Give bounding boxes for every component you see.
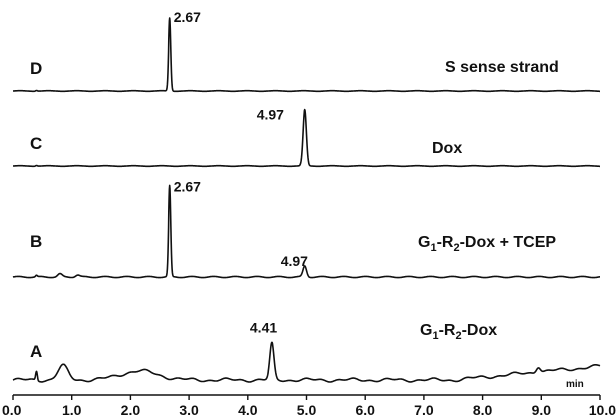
x-tick-label-8: 8.0 xyxy=(473,402,493,418)
peak-label-D-0: 2.67 xyxy=(174,9,201,25)
x-axis-unit-label: min xyxy=(566,379,584,390)
peak-label-A-0: 4.41 xyxy=(250,319,277,335)
trace-D: D S sense strand 2.67 xyxy=(12,9,601,93)
x-axis-ticks: 0.0 1.0 2.0 3.0 4.0 5.0 6.0 7.0 8.0 9.0 10.0 xyxy=(2,395,616,418)
trace-name-B: G1-R2-Dox + TCEP xyxy=(418,234,556,254)
trace-A: A G1-R2-Dox 4.41 xyxy=(12,319,601,383)
trace-letter-D: D xyxy=(30,59,42,78)
trace-line-D xyxy=(12,17,601,93)
x-tick-label-3: 3.0 xyxy=(179,402,199,418)
x-tick-label-6: 6.0 xyxy=(355,402,375,418)
x-tick-label-2: 2.0 xyxy=(121,402,141,418)
trace-line-B xyxy=(12,184,601,279)
trace-letter-C: C xyxy=(30,134,42,153)
x-tick-label-5: 5.0 xyxy=(297,402,317,418)
trace-letter-A: A xyxy=(30,342,42,361)
x-tick-label-4: 4.0 xyxy=(238,402,258,418)
x-axis: 0.0 1.0 2.0 3.0 4.0 5.0 6.0 7.0 8.0 9.0 10.0 min xyxy=(2,379,616,418)
traces-group: D S sense strand 2.67 C Dox 4.97 B G1-R2-Dox + … xyxy=(12,9,601,383)
peak-label-B-1: 4.97 xyxy=(281,253,308,269)
peak-label-C-0: 4.97 xyxy=(257,107,284,123)
trace-B: B G1-R2-Dox + TCEP 2.67 4.97 xyxy=(12,178,601,279)
x-tick-label-9: 9.0 xyxy=(532,402,552,418)
trace-name-D: S sense strand xyxy=(445,59,559,76)
trace-name-A: G1-R2-Dox xyxy=(420,322,497,342)
x-tick-label-1: 1.0 xyxy=(62,402,82,418)
trace-line-C xyxy=(12,108,601,168)
x-tick-label-7: 7.0 xyxy=(414,402,434,418)
trace-name-C: Dox xyxy=(432,140,462,157)
peak-label-B-0: 2.67 xyxy=(174,178,201,194)
trace-line-A xyxy=(12,341,601,383)
x-tick-label-10: 10.0 xyxy=(589,402,616,418)
x-tick-label-0: 0.0 xyxy=(2,402,22,418)
trace-letter-B: B xyxy=(30,232,42,251)
trace-C: C Dox 4.97 xyxy=(12,107,601,168)
